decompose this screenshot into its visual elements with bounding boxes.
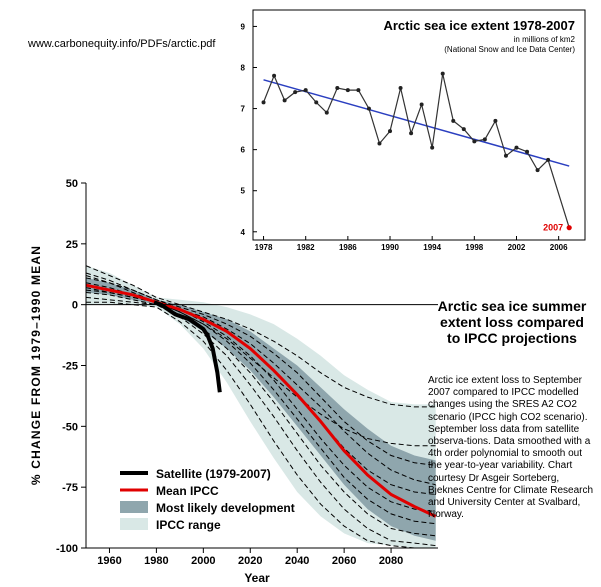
inset-x-tick-label: 1990	[381, 243, 399, 252]
x-tick-label: 2060	[332, 555, 356, 567]
inset-y-tick-label: 9	[241, 22, 246, 31]
inset-y-tick-label: 6	[241, 146, 246, 155]
inset-data-point	[272, 73, 277, 78]
caption-body: Arctic ice extent loss to September 2007…	[428, 375, 594, 521]
y-tick-label: 50	[66, 178, 78, 190]
y-tick-label: -75	[62, 482, 78, 494]
y-tick-label: -25	[62, 361, 78, 373]
model-run-line-7	[85, 296, 436, 547]
inset-data-point	[525, 149, 530, 154]
inset-data-point	[514, 145, 519, 150]
inset-data-point	[398, 86, 403, 91]
x-tick-label: 2000	[191, 555, 215, 567]
inset-trend-line	[263, 79, 570, 167]
inset-x-tick-label: 1986	[339, 243, 357, 252]
main-chart-legend: Satellite (1979-2007) Mean IPCC Most likel…	[120, 467, 295, 532]
inset-y-tick-label: 5	[241, 187, 246, 196]
inset-y-tick-label: 8	[241, 64, 246, 73]
legend-label: Mean IPCC	[156, 484, 219, 498]
inset-x-tick-label: 1982	[297, 243, 315, 252]
inset-data-point	[377, 141, 382, 146]
mean-ipcc-line	[85, 283, 437, 518]
inset-data-point	[566, 225, 572, 231]
x-tick-label: 2080	[379, 555, 403, 567]
inset-chart: Arctic sea ice extent 1978-2007 in millio…	[241, 9, 586, 252]
inset-data-point	[282, 98, 287, 103]
inset-data-point	[430, 145, 435, 150]
main-chart-axes: 50 25 0 -25 -50 -75 -100 1960 1980 2000 2020 2040 20…	[29, 178, 438, 585]
inset-plot-frame	[252, 9, 586, 241]
inset-data-point	[482, 137, 487, 142]
x-tick-label: 1960	[97, 555, 121, 567]
inset-y-tick-label: 7	[241, 105, 246, 114]
main-chart-series	[85, 283, 437, 518]
model-run-line-8	[86, 301, 436, 549]
x-axis-title: Year	[244, 571, 270, 585]
y-tick-label: -100	[56, 543, 78, 555]
inset-data-point	[324, 110, 329, 115]
legend-swatch	[120, 501, 148, 513]
inset-data-point	[345, 88, 350, 93]
likely-development-band	[86, 277, 436, 541]
inset-data-point	[261, 100, 266, 105]
inset-observed-line	[262, 73, 570, 228]
y-tick-label: 0	[72, 300, 78, 312]
inset-data-point	[440, 71, 445, 76]
inset-x-tick-label: 1998	[465, 243, 483, 252]
inset-data-point	[303, 88, 308, 93]
inset-data-point	[451, 118, 456, 123]
inset-data-point	[503, 153, 508, 158]
inset-data-point	[419, 102, 424, 107]
inset-data-point	[493, 118, 498, 123]
satellite-line	[153, 300, 222, 393]
inset-x-tick-label: 1994	[423, 243, 441, 252]
y-axis-title: % CHANGE FROM 1979–1990 MEAN	[29, 245, 43, 485]
legend-label: Most likely development	[156, 501, 295, 515]
inset-data-point	[472, 139, 477, 144]
model-run-line-1	[85, 265, 436, 408]
inset-x-tick-label: 2002	[508, 243, 526, 252]
legend-swatch	[120, 518, 148, 530]
model-run-line-9	[85, 275, 436, 447]
y-tick-label: 25	[66, 239, 78, 251]
inset-data-point	[366, 106, 371, 111]
inset-subtitle: in millions of km2	[514, 35, 576, 44]
x-tick-label: 1980	[144, 555, 168, 567]
source-url[interactable]: www.carbonequity.info/PDFs/arctic.pdf	[28, 38, 216, 50]
legend-label: IPCC range	[156, 518, 221, 532]
inset-data-point	[314, 100, 319, 105]
x-tick-label: 2040	[285, 555, 309, 567]
inset-data-point	[293, 90, 298, 95]
inset-y-tick-label: 4	[241, 228, 246, 237]
inset-data-point	[335, 86, 340, 91]
inset-data-point	[535, 168, 540, 173]
x-tick-label: 2020	[238, 555, 262, 567]
inset-x-tick-label: 2006	[550, 243, 568, 252]
main-chart-bands	[86, 265, 436, 548]
inset-2007-label: 2007	[543, 223, 563, 233]
inset-data-point	[409, 131, 414, 136]
inset-title: Arctic sea ice extent 1978-2007	[383, 18, 575, 33]
inset-chart-panel: Arctic sea ice extent 1978-2007 in millio…	[225, 0, 601, 290]
inset-data-point	[388, 129, 393, 134]
inset-data-point	[356, 88, 361, 93]
model-run-line-2	[85, 272, 436, 466]
inset-x-tick-label: 1978	[255, 243, 273, 252]
model-run-line-6	[85, 292, 436, 537]
legend-label: Satellite (1979-2007)	[156, 467, 271, 481]
inset-data-point	[461, 127, 466, 132]
inset-data-point	[546, 157, 551, 162]
y-tick-label: -50	[62, 421, 78, 433]
inset-subtitle: (National Snow and Ice Data Center)	[444, 45, 575, 54]
caption-title: Arctic sea ice summer extent loss compar…	[437, 298, 587, 346]
